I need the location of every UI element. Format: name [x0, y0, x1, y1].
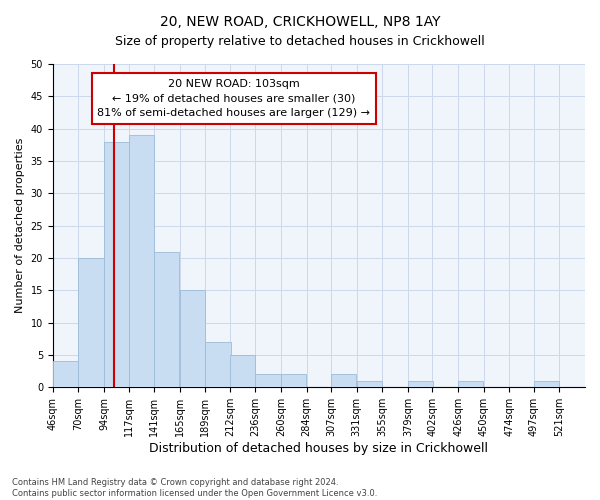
Bar — [408, 381, 433, 388]
X-axis label: Distribution of detached houses by size in Crickhowell: Distribution of detached houses by size … — [149, 442, 488, 455]
Y-axis label: Number of detached properties: Number of detached properties — [15, 138, 25, 314]
Bar — [256, 374, 281, 388]
Text: Contains HM Land Registry data © Crown copyright and database right 2024.
Contai: Contains HM Land Registry data © Crown c… — [12, 478, 377, 498]
Bar — [128, 135, 154, 388]
Bar — [534, 381, 559, 388]
Bar — [458, 381, 484, 388]
Bar — [357, 381, 382, 388]
Bar — [331, 374, 356, 388]
Text: Size of property relative to detached houses in Crickhowell: Size of property relative to detached ho… — [115, 35, 485, 48]
Bar — [104, 142, 129, 388]
Bar — [79, 258, 104, 388]
Bar — [154, 252, 179, 388]
Bar — [281, 374, 307, 388]
Text: 20, NEW ROAD, CRICKHOWELL, NP8 1AY: 20, NEW ROAD, CRICKHOWELL, NP8 1AY — [160, 15, 440, 29]
Bar — [53, 362, 78, 388]
Text: 20 NEW ROAD: 103sqm
← 19% of detached houses are smaller (30)
81% of semi-detach: 20 NEW ROAD: 103sqm ← 19% of detached ho… — [97, 78, 370, 118]
Bar — [205, 342, 230, 388]
Bar — [180, 290, 205, 388]
Bar — [230, 355, 255, 388]
